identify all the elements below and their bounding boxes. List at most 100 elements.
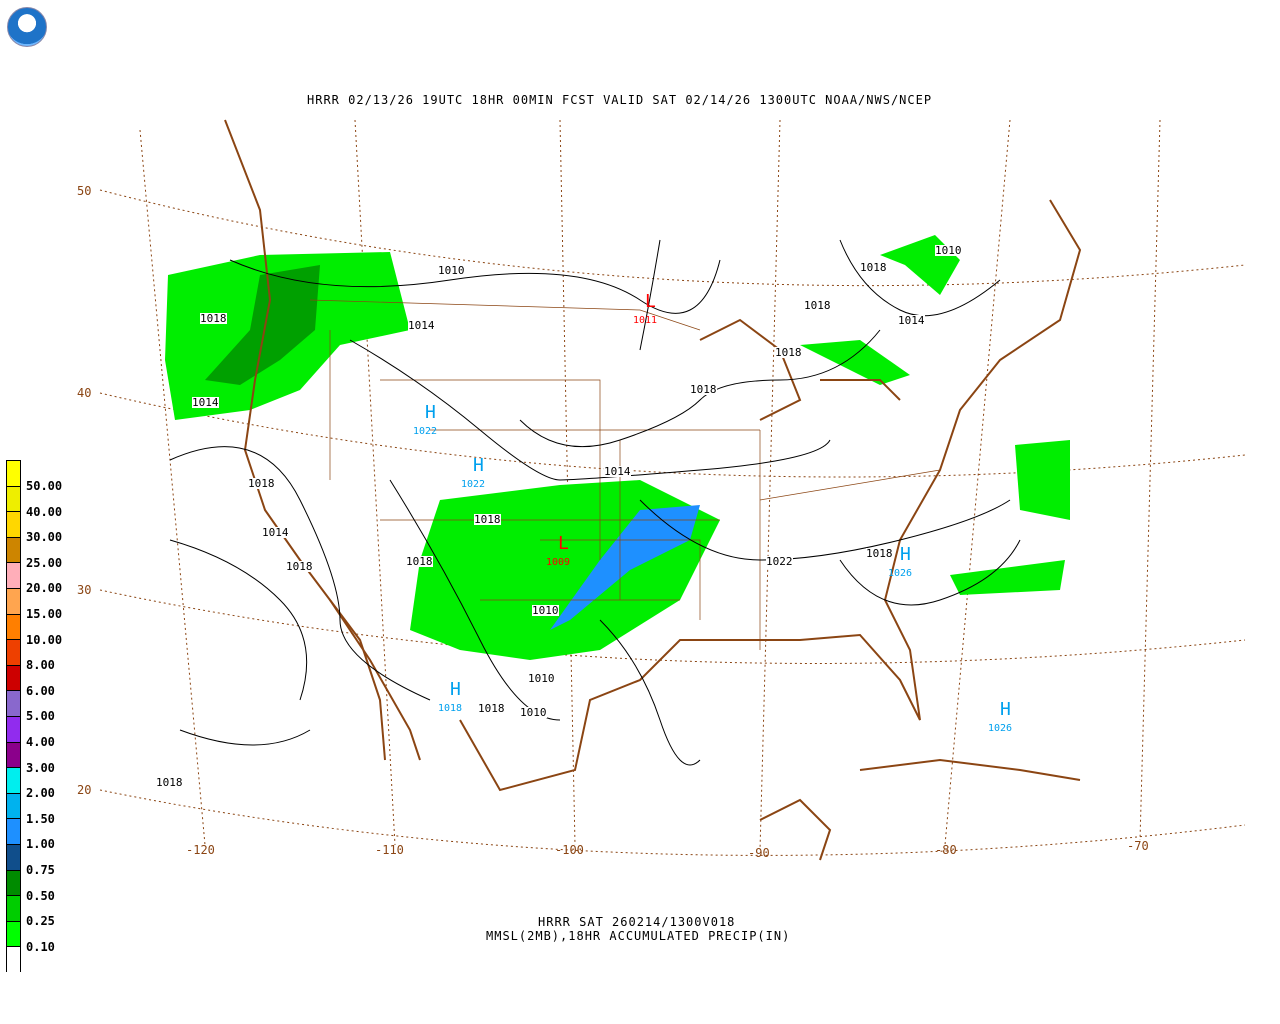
coastlines-borders bbox=[224, 119, 1082, 861]
gulf-coast bbox=[459, 199, 1082, 792]
legend-swatch bbox=[6, 869, 21, 896]
high-pressure-marker: H bbox=[425, 402, 436, 423]
pressure-center-value: 1022 bbox=[461, 479, 486, 490]
high-pressure-marker: H bbox=[473, 455, 484, 476]
longitude-label: -90 bbox=[748, 846, 770, 860]
isobar-label: 1018 bbox=[156, 776, 183, 789]
caption-line-2: MMSL(2MB),18HR ACCUMULATED PRECIP(IN) bbox=[486, 929, 791, 943]
legend-swatch bbox=[6, 843, 21, 870]
isobar-label: 1018 bbox=[286, 560, 313, 573]
longitude-line bbox=[559, 119, 576, 846]
pressure-center-value: 1026 bbox=[888, 568, 913, 579]
isobar-label: 1018 bbox=[474, 513, 501, 526]
legend-swatch bbox=[6, 587, 21, 614]
legend-label: 30.00 bbox=[26, 530, 63, 545]
legend-swatch bbox=[6, 741, 21, 768]
legend-label: 8.00 bbox=[26, 658, 55, 673]
legend-swatch bbox=[6, 767, 21, 793]
isobar-label: 1010 bbox=[532, 604, 559, 617]
legend-swatch bbox=[6, 511, 21, 537]
isobar-label: 1014 bbox=[408, 319, 435, 332]
isobar-label: 1018 bbox=[200, 312, 227, 325]
state-borders bbox=[309, 299, 941, 650]
longitude-line bbox=[759, 119, 781, 851]
graticule bbox=[99, 119, 1246, 856]
isobar-label: 1018 bbox=[860, 261, 887, 274]
legend-label: 15.00 bbox=[26, 607, 63, 621]
precip-florida-straits bbox=[950, 560, 1065, 595]
latitude-line bbox=[99, 589, 1246, 664]
legend-swatch bbox=[6, 664, 21, 691]
latitude-line bbox=[99, 789, 1246, 856]
pressure-center-value: 1026 bbox=[988, 723, 1013, 734]
legend-label: 50.00 bbox=[26, 479, 63, 493]
legend-swatch bbox=[6, 946, 21, 972]
legend-label: 2.00 bbox=[26, 786, 55, 801]
latitude-label: 50 bbox=[77, 184, 92, 198]
latitude-label: 30 bbox=[77, 583, 92, 597]
longitude-label: -100 bbox=[555, 843, 584, 857]
legend-swatch bbox=[6, 460, 21, 486]
pressure-center-value: 1009 bbox=[546, 557, 571, 568]
pressure-center-value: 1022 bbox=[413, 426, 438, 437]
legend-label: 0.10 bbox=[26, 939, 55, 954]
latitude-label: 40 bbox=[77, 386, 92, 400]
legend-label: 40.00 bbox=[26, 504, 63, 519]
isobar-label: 1010 bbox=[935, 244, 962, 257]
legend-label: 4.00 bbox=[26, 735, 55, 749]
latitude-line bbox=[99, 189, 1246, 287]
legend-label: 20.00 bbox=[26, 581, 63, 596]
longitude-label: -120 bbox=[186, 843, 215, 857]
isobar-label: 1014 bbox=[262, 526, 289, 539]
latitude-line bbox=[99, 392, 1246, 478]
isobar-label: 1018 bbox=[775, 346, 802, 359]
high-pressure-marker: H bbox=[900, 544, 911, 565]
low-pressure-marker: L bbox=[558, 533, 569, 554]
baja bbox=[329, 599, 421, 761]
isobar-label: 1018 bbox=[866, 547, 893, 560]
longitude-line bbox=[139, 129, 206, 846]
legend-label: 0.25 bbox=[26, 914, 55, 929]
legend-swatch bbox=[6, 715, 21, 742]
isobar-label: 1018 bbox=[248, 477, 275, 490]
isobar-label: 1018 bbox=[478, 702, 505, 715]
legend-swatch bbox=[6, 690, 21, 716]
longitude-label: -80 bbox=[935, 843, 957, 857]
legend-swatch bbox=[6, 639, 21, 665]
isobar-label: 1014 bbox=[192, 396, 219, 409]
longitude-label: -70 bbox=[1127, 839, 1149, 853]
low-pressure-marker: L bbox=[645, 291, 656, 312]
precip-pacific-nw-heavy bbox=[205, 265, 320, 385]
legend-swatch bbox=[6, 895, 21, 921]
pressure-center-value: 1011 bbox=[633, 315, 658, 326]
caption-line-1: HRRR SAT 260214/1300V018 bbox=[538, 915, 736, 929]
longitude-line bbox=[1139, 119, 1161, 841]
isobar-label: 1010 bbox=[438, 264, 465, 277]
legend-label: 25.00 bbox=[26, 555, 63, 570]
legend-label: 0.50 bbox=[26, 888, 55, 903]
longitude-line bbox=[354, 119, 396, 846]
legend-swatch bbox=[6, 613, 21, 640]
map-title: HRRR 02/13/26 19UTC 18HR 00MIN FCST VALI… bbox=[307, 93, 933, 107]
yucatan bbox=[759, 798, 832, 861]
legend-label: 1.50 bbox=[26, 811, 55, 826]
cuba bbox=[859, 758, 1081, 781]
isobar-label: 1018 bbox=[406, 555, 433, 568]
high-pressure-marker: H bbox=[450, 679, 461, 700]
legend-label: 10.00 bbox=[26, 632, 63, 647]
high-pressure-marker: H bbox=[1000, 699, 1011, 720]
legend-label: 6.00 bbox=[26, 683, 55, 698]
precip-southern-plains bbox=[410, 480, 720, 660]
west-coast bbox=[224, 119, 386, 761]
legend-swatch bbox=[6, 818, 21, 844]
legend-swatch bbox=[6, 562, 21, 588]
legend-swatch bbox=[6, 920, 21, 947]
isobar-label: 1014 bbox=[898, 314, 925, 327]
legend-label: 1.00 bbox=[26, 837, 55, 852]
legend-label: 3.00 bbox=[26, 760, 55, 775]
legend-swatch bbox=[6, 485, 21, 512]
longitude-label: -110 bbox=[375, 843, 404, 857]
isobar-label: 1014 bbox=[604, 465, 631, 478]
pressure-center-value: 1018 bbox=[438, 703, 463, 714]
